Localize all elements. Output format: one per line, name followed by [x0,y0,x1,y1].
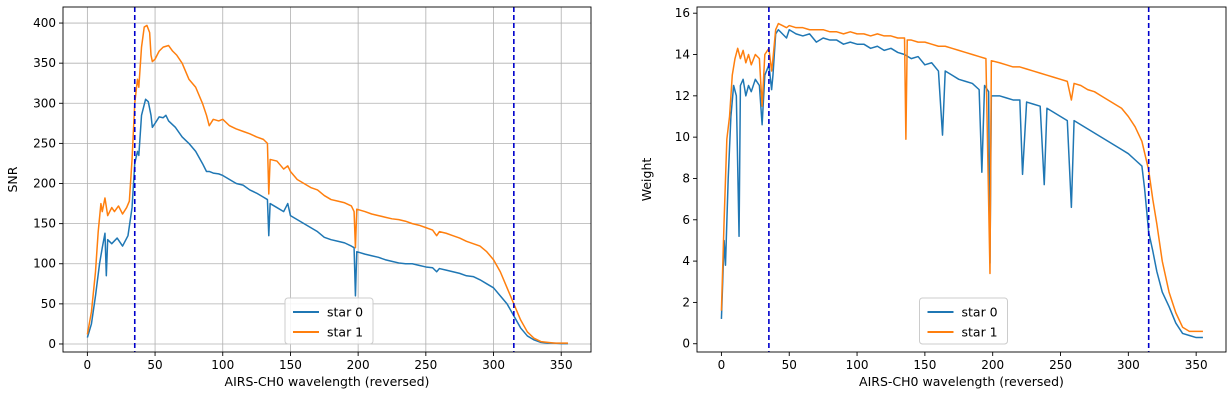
y-tick-label: 300 [33,96,56,110]
x-tick-label: 0 [718,358,726,372]
legend-entry-star-0: star 0 [962,305,998,320]
y-tick-label: 4 [682,254,690,268]
x-tick-label: 150 [913,358,936,372]
y-tick-label: 8 [682,171,690,185]
x-tick-label: 50 [147,358,162,372]
y-tick-label: 0 [48,337,56,351]
series-line-star-0 [86,98,568,345]
x-tick-label: 100 [846,358,869,372]
y-tick-label: 100 [33,257,56,271]
series-line-star-1 [720,22,1203,333]
y-axis-label: SNR [5,166,20,192]
y-tick-label: 2 [682,295,690,309]
y-tick-label: 0 [682,337,690,351]
x-tick-label: 100 [211,358,234,372]
x-tick-label: 250 [414,358,437,372]
x-tick-label: 350 [1185,358,1208,372]
series-line-star-1 [86,24,568,344]
x-tick-label: 300 [482,358,505,372]
x-axis-label: AIRS-CH0 wavelength (reversed) [859,374,1064,389]
legend-entry-star-1: star 1 [962,325,998,340]
y-tick-label: 200 [33,177,56,191]
x-tick-label: 150 [279,358,302,372]
y-tick-label: 400 [33,16,56,30]
x-tick-label: 350 [550,358,573,372]
legend-entry-star-0: star 0 [327,305,363,320]
x-tick-label: 50 [782,358,797,372]
y-axis-label: Weight [639,158,654,202]
y-tick-label: 350 [33,56,56,70]
y-tick-label: 50 [41,297,56,311]
plot-frame [696,6,1227,353]
y-tick-label: 14 [675,48,690,62]
x-tick-label: 0 [84,358,92,372]
series-line-star-0 [720,28,1203,339]
plot-frame [62,6,592,353]
y-tick-label: 10 [675,130,690,144]
legend: star 0 star 1 [284,297,374,345]
y-tick-label: 16 [675,6,690,20]
legend: star 0 star 1 [919,297,1008,345]
x-axis-label: AIRS-CH0 wavelength (reversed) [225,374,430,389]
y-tick-label: 250 [33,136,56,150]
x-tick-label: 250 [1049,358,1072,372]
chart-1: 0 50 100 150 200 250 300 350 0 2 4 6 8 10 12 14 16 AIRS-C… [639,6,1227,389]
x-tick-label: 200 [981,358,1004,372]
y-tick-label: 12 [675,89,690,103]
y-tick-label: 6 [682,213,690,227]
legend-entry-star-1: star 1 [327,325,363,340]
x-tick-label: 200 [347,358,370,372]
x-tick-label: 300 [1117,358,1140,372]
y-tick-label: 150 [33,217,56,231]
chart-0: 0 50 100 150 200 250 300 350 0 50 100 150 200 250 300 3… [5,6,592,389]
